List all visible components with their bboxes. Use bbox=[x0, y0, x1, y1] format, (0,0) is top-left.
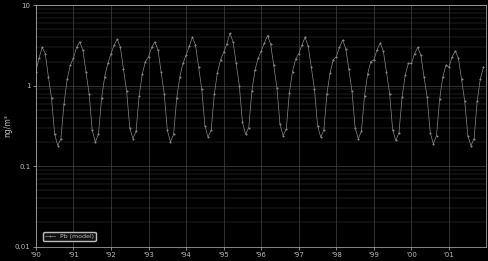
Pb (model) bbox=[480, 66, 486, 69]
Pb (model) bbox=[358, 130, 364, 133]
Y-axis label: ng/m³: ng/m³ bbox=[3, 115, 12, 137]
Pb (model) bbox=[398, 96, 404, 99]
Pb (model) bbox=[173, 97, 179, 100]
Pb (model) bbox=[405, 62, 410, 65]
Pb (model) bbox=[67, 64, 73, 67]
Line: Pb (model): Pb (model) bbox=[35, 32, 483, 146]
Legend: Pb (model): Pb (model) bbox=[43, 232, 96, 241]
Pb (model) bbox=[33, 70, 39, 73]
Pb (model) bbox=[55, 144, 61, 147]
Pb (model) bbox=[102, 75, 107, 78]
Pb (model) bbox=[226, 32, 232, 35]
